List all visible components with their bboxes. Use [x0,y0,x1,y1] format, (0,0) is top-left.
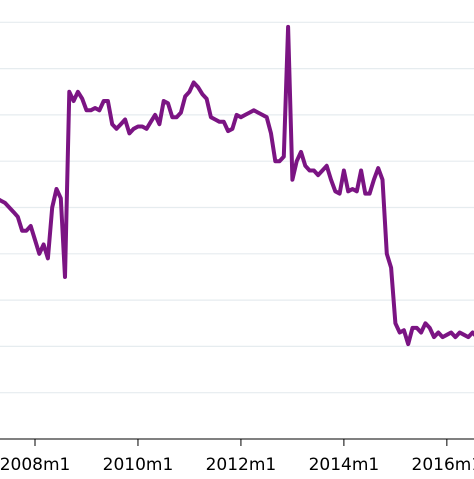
x-tick-label: 2008m1 [0,455,70,474]
x-tick-label: 2012m1 [206,455,277,474]
gridlines [0,21,474,394]
series-layer [0,24,474,347]
series-line [0,24,474,347]
x-tick-label: 2014m1 [309,455,380,474]
x-tick-label: 2010m1 [103,455,174,474]
x-tick-label: 2016m1 [412,455,474,474]
x-axis: 2008m1 2010m1 2012m1 2014m1 2016m1 [0,438,474,475]
